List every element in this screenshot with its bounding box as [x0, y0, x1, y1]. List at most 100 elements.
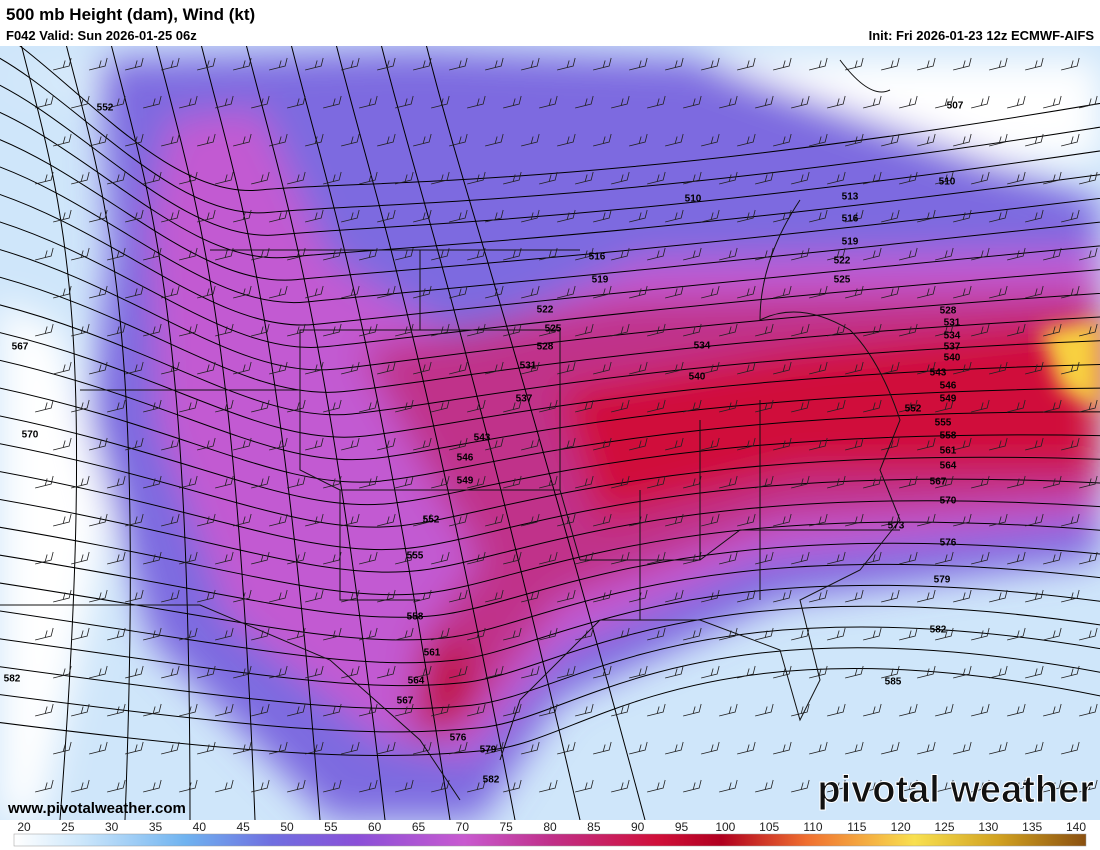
wind-barb — [323, 95, 342, 109]
contour-line — [336, 46, 516, 820]
height-contours — [0, 46, 1100, 820]
wind-barb — [143, 627, 162, 641]
wind-barb — [1061, 133, 1080, 147]
wind-barb — [575, 703, 594, 717]
wind-barb — [71, 779, 90, 793]
wind-barb — [665, 741, 684, 755]
wind-barb — [557, 133, 576, 147]
wind-barb — [395, 475, 414, 489]
wind-barb — [809, 361, 828, 375]
wind-barb — [755, 779, 774, 793]
colorbar-tick-label: 50 — [280, 820, 294, 834]
wind-barb — [269, 665, 288, 679]
wind-barb — [269, 589, 288, 603]
colorbar — [13, 833, 1087, 847]
wind-barb — [503, 171, 522, 185]
wind-barb — [341, 665, 360, 679]
wind-barb — [1025, 209, 1044, 223]
wind-barb — [809, 209, 828, 223]
contour-label: 540 — [689, 372, 706, 383]
wind-barb — [377, 57, 396, 71]
wind-barb — [395, 399, 414, 413]
wind-barb — [71, 703, 90, 717]
wind-barb — [215, 171, 234, 185]
wind-barb — [53, 57, 72, 71]
wind-barb — [413, 361, 432, 375]
wind-barb — [719, 247, 738, 261]
wind-barb — [665, 437, 684, 451]
wind-barb — [1043, 551, 1062, 565]
wind-barbs — [35, 57, 1098, 793]
wind-barb — [611, 399, 630, 413]
wind-barb — [305, 741, 324, 755]
wind-barb — [557, 741, 576, 755]
wind-barb — [377, 209, 396, 223]
contour-line — [0, 304, 1100, 416]
wind-barb — [1043, 779, 1062, 793]
wind-barb — [143, 323, 162, 337]
wind-barb — [1079, 95, 1098, 109]
wind-barb — [467, 171, 486, 185]
wind-barb — [359, 171, 378, 185]
wind-barb — [971, 171, 990, 185]
wind-barb — [701, 665, 720, 679]
wind-barb — [611, 171, 630, 185]
wind-barb — [791, 551, 810, 565]
colorbar-tick-label: 105 — [759, 820, 779, 834]
contour-line — [0, 605, 1100, 687]
wind-barb — [197, 285, 216, 299]
wind-barb — [179, 247, 198, 261]
wind-barb — [89, 741, 108, 755]
wind-barb — [773, 361, 792, 375]
wind-barb — [179, 551, 198, 565]
wind-barb — [737, 285, 756, 299]
contour-label: 561 — [424, 648, 441, 659]
wind-barb — [431, 247, 450, 261]
wind-barb — [539, 703, 558, 717]
wind-barb — [161, 513, 180, 527]
wind-barb — [377, 589, 396, 603]
wind-barb — [881, 437, 900, 451]
wind-barb — [665, 209, 684, 223]
wind-barb — [953, 437, 972, 451]
wind-barb — [1043, 95, 1062, 109]
wind-barb — [233, 57, 252, 71]
wind-barb — [845, 361, 864, 375]
wind-barb — [701, 361, 720, 375]
wind-barb — [683, 171, 702, 185]
wind-barb — [269, 513, 288, 527]
wind-barb — [1007, 779, 1026, 793]
wind-barb — [251, 703, 270, 717]
colorbar-tick-label: 140 — [1066, 820, 1086, 834]
wind-barb — [1079, 779, 1098, 793]
contour-labels: 552 567 570 582 507 510 510 513 516 519 522 525 516 5… — [4, 101, 964, 786]
wind-barb — [575, 475, 594, 489]
wind-barb — [305, 589, 324, 603]
wind-barb — [143, 779, 162, 793]
wind-barb — [791, 323, 810, 337]
wind-barb — [341, 437, 360, 451]
wind-barb — [359, 399, 378, 413]
contour-line — [0, 332, 1100, 438]
contour-line — [0, 443, 1100, 528]
wind-barb — [449, 741, 468, 755]
wind-barb — [395, 95, 414, 109]
wind-barb — [521, 361, 540, 375]
wind-barb — [215, 779, 234, 793]
wind-barb — [251, 171, 270, 185]
wind-barb — [899, 95, 918, 109]
wind-barb — [881, 209, 900, 223]
wind-barb — [305, 513, 324, 527]
wind-barb — [881, 285, 900, 299]
wind-barb — [971, 703, 990, 717]
contour-label: 582 — [4, 674, 21, 685]
contour-label: 564 — [408, 676, 425, 687]
wind-barb — [1061, 437, 1080, 451]
wind-barb — [971, 399, 990, 413]
wind-barb — [89, 285, 108, 299]
wind-barb — [611, 475, 630, 489]
wind-barb — [593, 209, 612, 223]
wind-barb — [305, 285, 324, 299]
wind-barb — [791, 171, 810, 185]
wind-barb — [665, 285, 684, 299]
